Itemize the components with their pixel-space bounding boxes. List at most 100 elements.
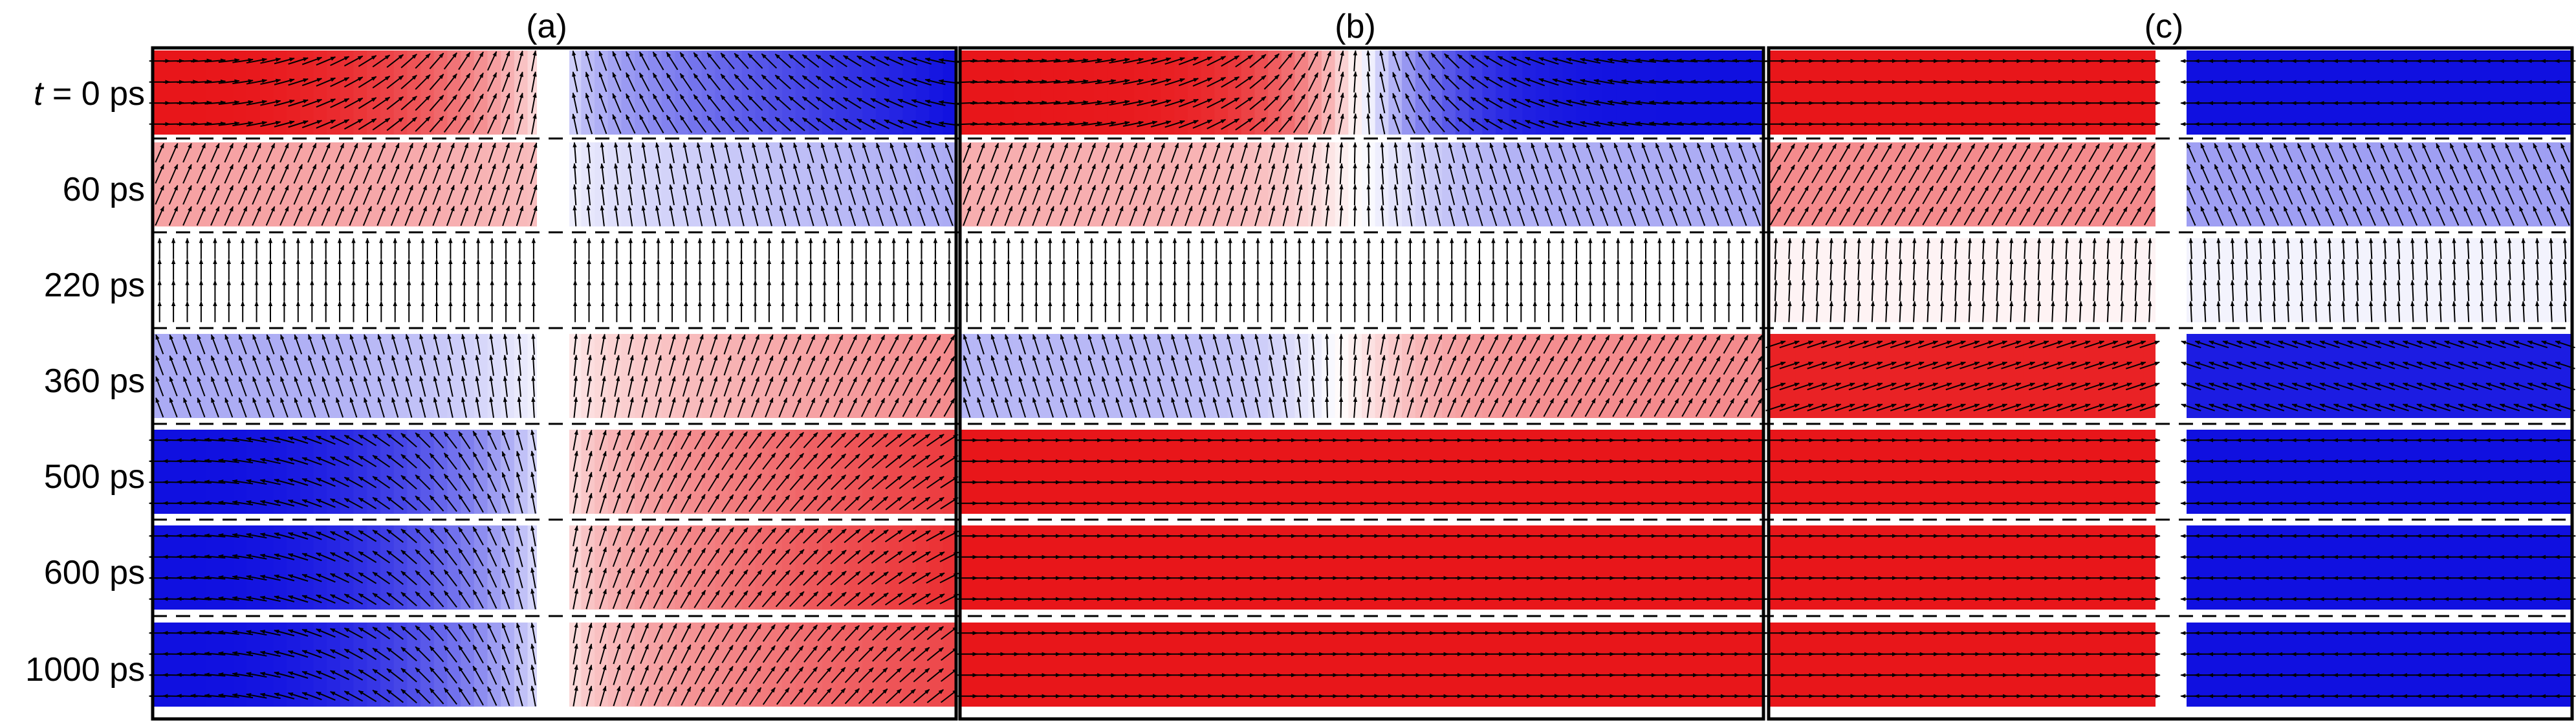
magnetization-cell [487, 50, 502, 135]
magnetization-cell [2036, 430, 2051, 514]
magnetization-cell [607, 238, 622, 322]
magnetization-cell [246, 430, 261, 514]
magnetization-cell [474, 142, 488, 226]
magnetization-cell [769, 525, 783, 610]
magnetization-cell [1415, 334, 1430, 418]
magnetization-cell [1875, 238, 1890, 322]
magnetization-cell [987, 50, 1001, 135]
magnetization-cell [2237, 430, 2252, 514]
magnetization-cell [755, 50, 770, 135]
magnetization-cell [2411, 623, 2426, 707]
magnetization-cell [943, 430, 957, 514]
magnetization-cell [1120, 623, 1135, 707]
magnetization-cell [2223, 525, 2238, 610]
magnetization-cell [2077, 623, 2091, 707]
magnetization-cell [648, 50, 662, 135]
magnetization-cell [1053, 142, 1068, 226]
magnetization-cell [1589, 623, 1604, 707]
magnetization-cell [1903, 623, 1917, 707]
magnetization-cell [1201, 525, 1216, 610]
magnetization-cell [1321, 623, 1336, 707]
magnetization-cell [2130, 623, 2145, 707]
magnetization-cell [2317, 50, 2332, 135]
magnetization-cell [1013, 430, 1028, 514]
magnetization-cell [2264, 525, 2278, 610]
magnetization-cell [153, 525, 167, 610]
magnetization-cell [1969, 238, 1984, 322]
magnetization-cell [2451, 50, 2466, 135]
magnetization-cell [1643, 525, 1657, 610]
magnetization-cell [1442, 334, 1456, 418]
magnetization-cell [1362, 623, 1376, 707]
panel-a-row-1 [153, 142, 957, 226]
magnetization-cell [179, 525, 194, 610]
magnetization-cell [2130, 238, 2145, 322]
magnetization-cell [1683, 50, 1697, 135]
magnetization-cell [461, 430, 475, 514]
magnetization-cell [688, 50, 703, 135]
magnetization-cell [915, 525, 930, 610]
magnetization-cell [973, 623, 988, 707]
magnetization-cell [1809, 238, 1823, 322]
magnetization-cell [1929, 50, 1944, 135]
magnetization-cell [2063, 623, 2078, 707]
magnetization-cell [407, 623, 421, 707]
panel-a-row-5 [153, 525, 957, 610]
magnetization-cell [2545, 623, 2560, 707]
magnetization-cell [2210, 623, 2225, 707]
magnetization-cell [849, 238, 864, 322]
magnetization-cell [1281, 142, 1296, 226]
magnetization-cell [1201, 623, 1216, 707]
magnetization-cell [1822, 50, 1837, 135]
magnetization-cell [340, 334, 355, 418]
magnetization-cell [1415, 430, 1430, 514]
magnetization-cell [1335, 142, 1349, 226]
magnetization-cell [1549, 525, 1564, 610]
magnetization-cell [2009, 430, 2024, 514]
magnetization-cell [327, 50, 341, 135]
magnetization-cell [1335, 525, 1349, 610]
magnetization-cell [1053, 50, 1068, 135]
magnetization-cell [2505, 623, 2520, 707]
magnetization-cell [915, 334, 930, 418]
magnetization-cell [433, 238, 448, 322]
magnetization-cell [2357, 238, 2372, 322]
magnetization-cell [1254, 50, 1269, 135]
magnetization-cell [1509, 525, 1523, 610]
magnetization-cell [1969, 50, 1984, 135]
magnetization-cell [353, 525, 368, 610]
magnetization-cell [595, 142, 609, 226]
panel-b-row-1 [960, 142, 1764, 226]
magnetization-cell [862, 430, 877, 514]
magnetization-cell [1643, 623, 1657, 707]
magnetization-cell [2545, 238, 2560, 322]
magnetization-cell [407, 525, 421, 610]
magnetization-cell [1536, 525, 1550, 610]
magnetization-cell [153, 50, 167, 135]
magnetization-cell [822, 525, 836, 610]
magnetization-cell [1013, 238, 1028, 322]
magnetization-cell [327, 430, 341, 514]
panel-c-gap [2156, 142, 2187, 226]
magnetization-cell [2478, 430, 2493, 514]
magnetization-cell [2505, 238, 2520, 322]
magnetization-cell [701, 525, 716, 610]
magnetization-cell [1723, 525, 1738, 610]
magnetization-cell [1281, 430, 1296, 514]
magnetization-cell [1415, 623, 1430, 707]
magnetization-cell [2063, 238, 2078, 322]
magnetization-cell [1161, 238, 1175, 322]
magnetization-cell [1187, 430, 1202, 514]
magnetization-cell [701, 430, 716, 514]
magnetization-cell [2304, 430, 2319, 514]
magnetization-cell [1696, 623, 1711, 707]
magnetization-cell [1335, 430, 1349, 514]
magnetization-cell [1134, 525, 1148, 610]
magnetization-cell [1849, 50, 1863, 135]
magnetization-cell [313, 50, 328, 135]
magnetization-cell [300, 430, 314, 514]
magnetization-cell [1656, 50, 1671, 135]
magnetization-cell [1809, 525, 1823, 610]
magnetization-cell [1294, 50, 1309, 135]
